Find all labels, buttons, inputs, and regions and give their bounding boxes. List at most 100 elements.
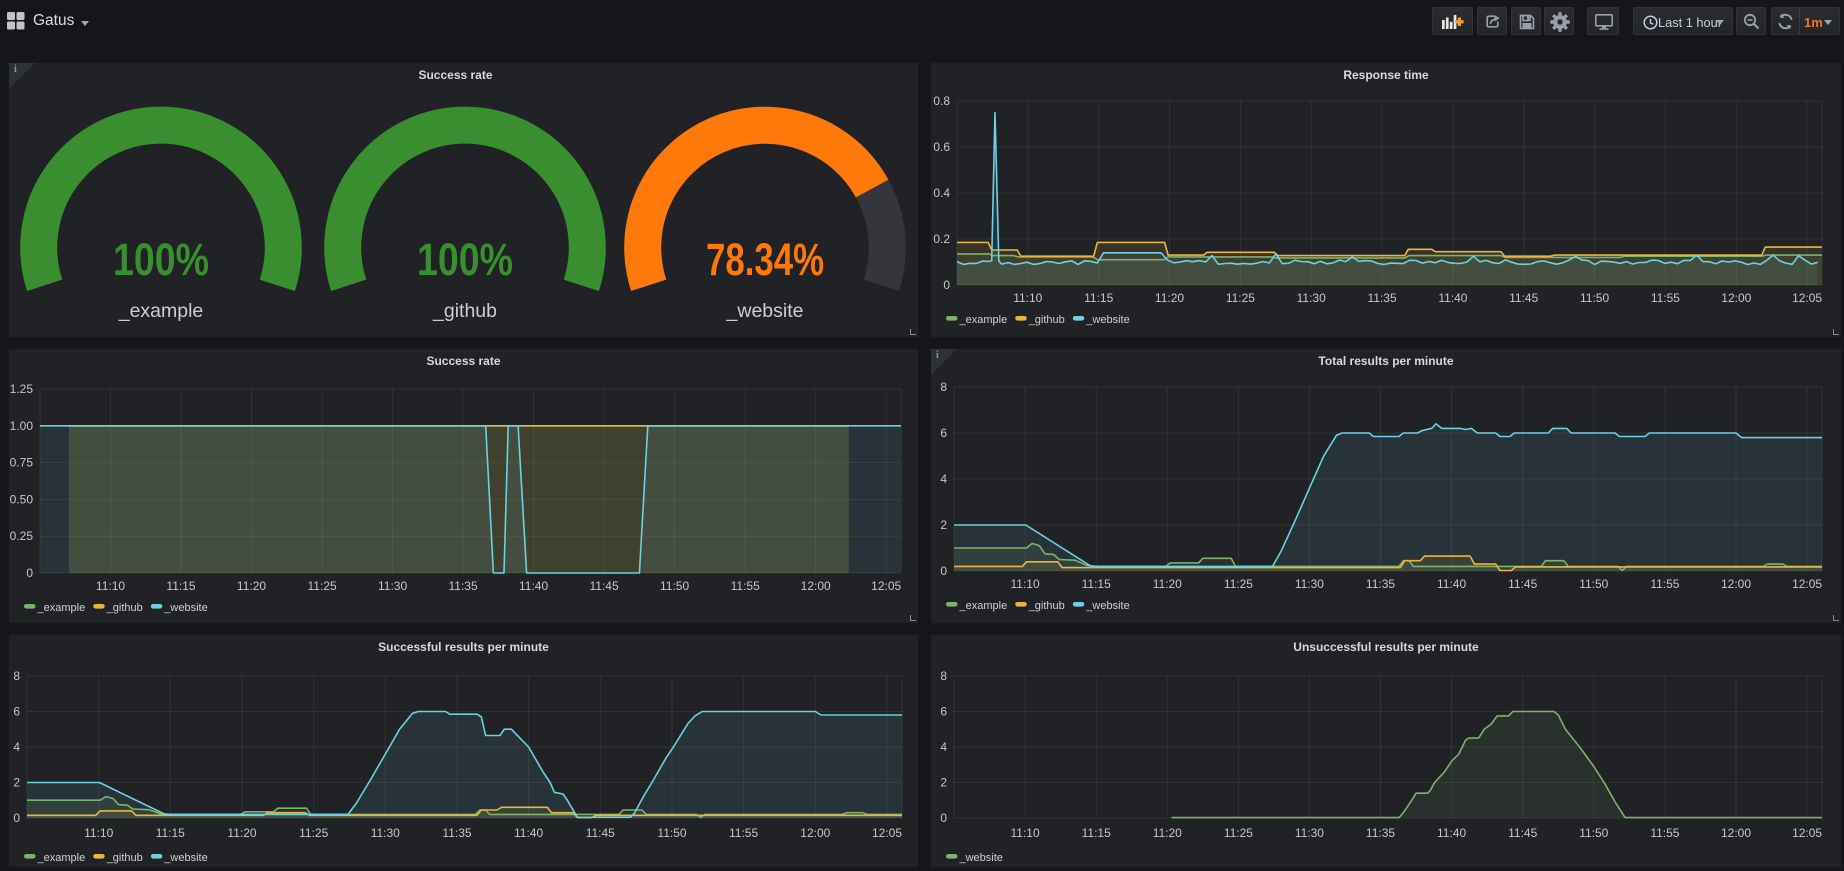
svg-text:_website: _website: [1085, 600, 1129, 612]
svg-text:11:10: 11:10: [1011, 577, 1040, 591]
svg-text:_github: _github: [1028, 314, 1065, 326]
svg-text:1.25: 1.25: [10, 382, 34, 396]
svg-text:_example: _example: [959, 314, 1008, 326]
svg-text:6: 6: [940, 426, 947, 440]
svg-text:_website: _website: [959, 852, 1003, 864]
svg-text:_website: _website: [726, 300, 804, 322]
svg-text:11:50: 11:50: [660, 579, 689, 593]
svg-text:6: 6: [940, 705, 947, 719]
svg-text:12:05: 12:05: [1792, 826, 1822, 840]
svg-text:11:15: 11:15: [166, 579, 195, 593]
svg-text:12:00: 12:00: [801, 579, 831, 593]
svg-text:_github: _github: [106, 602, 143, 614]
svg-text:4: 4: [13, 740, 20, 754]
svg-text:_example: _example: [37, 852, 86, 864]
svg-text:100%: 100%: [417, 234, 513, 285]
svg-text:11:55: 11:55: [1650, 577, 1679, 591]
svg-text:_github: _github: [106, 852, 143, 864]
svg-text:8: 8: [13, 669, 20, 683]
svg-text:4: 4: [940, 472, 947, 486]
svg-text:11:55: 11:55: [729, 826, 758, 840]
svg-text:11:55: 11:55: [731, 579, 760, 593]
svg-text:11:50: 11:50: [1579, 826, 1608, 840]
svg-text:0: 0: [940, 811, 947, 825]
svg-text:2: 2: [940, 518, 947, 532]
svg-text:11:20: 11:20: [1155, 291, 1184, 305]
svg-text:11:30: 11:30: [378, 579, 407, 593]
svg-text:100%: 100%: [113, 234, 209, 285]
svg-text:0.4: 0.4: [933, 186, 950, 200]
svg-text:11:50: 11:50: [657, 826, 686, 840]
svg-text:11:25: 11:25: [1226, 291, 1255, 305]
svg-text:11:45: 11:45: [1508, 577, 1537, 591]
svg-text:11:40: 11:40: [519, 579, 548, 593]
svg-text:_example: _example: [118, 300, 204, 322]
svg-text:0.6: 0.6: [933, 140, 950, 154]
svg-text:11:40: 11:40: [1438, 291, 1467, 305]
svg-text:0.8: 0.8: [933, 94, 950, 108]
svg-text:11:35: 11:35: [1368, 291, 1397, 305]
svg-text:12:00: 12:00: [800, 826, 830, 840]
svg-text:11:35: 11:35: [442, 826, 471, 840]
svg-text:11:55: 11:55: [1650, 826, 1679, 840]
svg-text:12:05: 12:05: [872, 826, 902, 840]
svg-text:12:00: 12:00: [1721, 577, 1751, 591]
svg-text:11:15: 11:15: [1084, 291, 1113, 305]
svg-text:11:15: 11:15: [1082, 577, 1111, 591]
svg-text:_website: _website: [1085, 314, 1129, 326]
svg-text:0: 0: [940, 564, 947, 578]
svg-text:12:05: 12:05: [871, 579, 901, 593]
svg-text:_example: _example: [37, 602, 86, 614]
svg-text:11:35: 11:35: [1366, 826, 1395, 840]
svg-text:11:15: 11:15: [156, 826, 185, 840]
svg-text:11:20: 11:20: [227, 826, 256, 840]
svg-text:11:50: 11:50: [1580, 291, 1609, 305]
svg-text:0: 0: [13, 811, 20, 825]
svg-text:11:35: 11:35: [1366, 577, 1395, 591]
svg-text:2: 2: [13, 776, 20, 790]
svg-text:11:25: 11:25: [308, 579, 337, 593]
svg-text:11:15: 11:15: [1082, 826, 1111, 840]
svg-text:11:35: 11:35: [449, 579, 478, 593]
svg-text:8: 8: [940, 669, 947, 683]
svg-text:_github: _github: [1028, 600, 1065, 612]
svg-text:11:30: 11:30: [1295, 826, 1324, 840]
svg-text:_website: _website: [163, 602, 207, 614]
svg-text:6: 6: [13, 705, 20, 719]
svg-text:11:40: 11:40: [1437, 577, 1466, 591]
svg-text:11:45: 11:45: [1508, 826, 1537, 840]
svg-text:11:40: 11:40: [1437, 826, 1466, 840]
svg-text:11:10: 11:10: [84, 826, 113, 840]
svg-text:0: 0: [943, 278, 950, 292]
svg-text:11:45: 11:45: [590, 579, 619, 593]
svg-text:_example: _example: [959, 600, 1008, 612]
svg-text:12:00: 12:00: [1721, 826, 1751, 840]
svg-text:11:30: 11:30: [1297, 291, 1326, 305]
svg-text:11:45: 11:45: [586, 826, 615, 840]
svg-text:8: 8: [940, 380, 947, 394]
svg-text:11:25: 11:25: [299, 826, 328, 840]
svg-text:11:20: 11:20: [1153, 826, 1182, 840]
svg-text:_github: _github: [432, 300, 497, 322]
svg-text:11:10: 11:10: [96, 579, 125, 593]
svg-text:0.2: 0.2: [933, 232, 950, 246]
svg-text:11:40: 11:40: [514, 826, 543, 840]
svg-text:0.50: 0.50: [10, 492, 34, 506]
svg-text:11:50: 11:50: [1579, 577, 1608, 591]
svg-text:0: 0: [26, 566, 33, 580]
svg-text:11:20: 11:20: [1153, 577, 1182, 591]
svg-text:11:45: 11:45: [1509, 291, 1538, 305]
svg-text:12:05: 12:05: [1792, 577, 1822, 591]
svg-text:4: 4: [940, 740, 947, 754]
svg-text:0.25: 0.25: [10, 529, 34, 543]
svg-text:11:30: 11:30: [371, 826, 400, 840]
svg-text:11:55: 11:55: [1651, 291, 1680, 305]
svg-text:11:10: 11:10: [1013, 291, 1042, 305]
svg-text:_website: _website: [163, 852, 207, 864]
svg-text:11:10: 11:10: [1011, 826, 1040, 840]
svg-text:11:25: 11:25: [1224, 826, 1253, 840]
svg-text:2: 2: [940, 776, 947, 790]
svg-text:78.34%: 78.34%: [706, 234, 824, 285]
svg-text:11:30: 11:30: [1295, 577, 1324, 591]
svg-text:11:20: 11:20: [237, 579, 266, 593]
